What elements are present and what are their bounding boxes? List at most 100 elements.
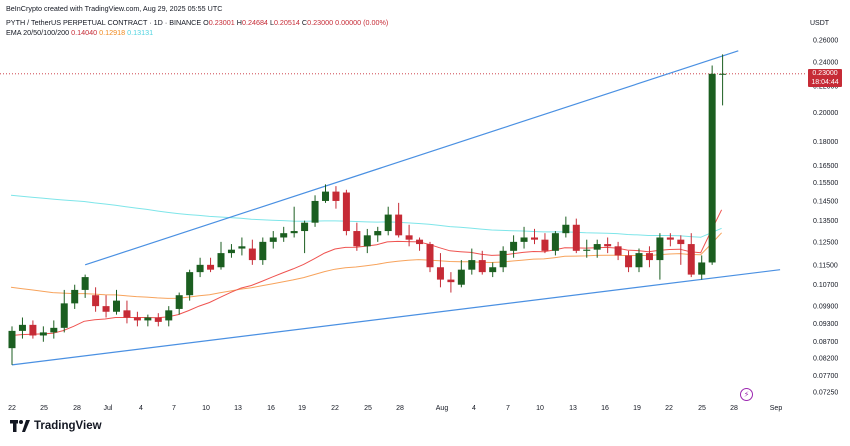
candle[interactable]: [562, 216, 570, 238]
price-tick-label: 0.20000: [813, 110, 838, 117]
time-tick-label: 10: [536, 405, 544, 412]
candle[interactable]: [698, 255, 706, 280]
candle[interactable]: [645, 246, 653, 268]
candlesticks[interactable]: [8, 54, 727, 365]
candle[interactable]: [510, 235, 518, 258]
time-tick-label: Sep: [770, 405, 783, 412]
ema-lines: [10, 194, 723, 336]
candle[interactable]: [301, 220, 309, 254]
candle[interactable]: [290, 206, 298, 238]
candle[interactable]: [593, 239, 601, 258]
candle[interactable]: [269, 231, 277, 249]
candle[interactable]: [604, 237, 612, 254]
candle[interactable]: [259, 237, 267, 265]
candle[interactable]: [656, 233, 664, 280]
candle[interactable]: [551, 231, 559, 256]
candle[interactable]: [677, 235, 685, 265]
candle[interactable]: [39, 326, 47, 342]
candle[interactable]: [666, 233, 674, 247]
candle[interactable]: [395, 202, 403, 238]
candle[interactable]: [635, 248, 643, 273]
candle-body: [290, 231, 298, 234]
candle[interactable]: [405, 224, 413, 247]
candle[interactable]: [227, 244, 235, 258]
candle[interactable]: [447, 272, 455, 293]
candle[interactable]: [144, 314, 152, 327]
ema-legend[interactable]: EMA 20/50/100/200 0.14040 0.12918 0.1313…: [6, 28, 153, 37]
candle-body: [248, 248, 256, 261]
candle-body: [499, 250, 507, 268]
candle[interactable]: [531, 228, 538, 245]
candle-body: [186, 272, 194, 296]
symbol-name[interactable]: PYTH / TetherUS PERPETUAL CONTRACT · 1D …: [6, 18, 202, 27]
trendline-upper[interactable]: [84, 50, 739, 266]
candle[interactable]: [8, 326, 16, 365]
lightning-icon[interactable]: ⚡: [740, 388, 753, 401]
candle[interactable]: [384, 206, 392, 236]
candle[interactable]: [92, 287, 100, 312]
candle[interactable]: [18, 317, 26, 339]
candle-body: [374, 231, 382, 236]
candle[interactable]: [520, 226, 528, 249]
candle[interactable]: [342, 189, 350, 236]
candle[interactable]: [186, 269, 194, 301]
open-value: 0.23001: [208, 18, 235, 27]
candle-body: [207, 264, 215, 270]
candle[interactable]: [489, 262, 497, 278]
trendline-lower[interactable]: [11, 269, 781, 366]
candle[interactable]: [113, 289, 120, 315]
candle[interactable]: [374, 226, 382, 242]
candle[interactable]: [572, 218, 580, 254]
candle[interactable]: [353, 222, 361, 251]
price-tick-label: 0.07250: [813, 390, 838, 397]
candle[interactable]: [468, 248, 476, 275]
candle[interactable]: [311, 195, 319, 227]
candle[interactable]: [363, 228, 371, 254]
brand-name: TradingView: [34, 420, 102, 432]
candle[interactable]: [133, 311, 141, 327]
candle[interactable]: [436, 253, 444, 288]
candle[interactable]: [280, 226, 288, 242]
candle[interactable]: [207, 257, 215, 273]
price-tick-label: 0.22000: [813, 84, 838, 91]
candle[interactable]: [687, 233, 695, 278]
candle[interactable]: [123, 300, 131, 324]
candle[interactable]: [541, 233, 549, 254]
candle[interactable]: [248, 239, 256, 265]
candle[interactable]: [50, 320, 58, 339]
candle[interactable]: [196, 257, 204, 278]
candle-body: [269, 237, 277, 242]
candle[interactable]: [332, 186, 340, 209]
candle[interactable]: [60, 289, 68, 333]
candle[interactable]: [102, 295, 110, 318]
candle[interactable]: [499, 246, 507, 273]
candle-body: [50, 327, 58, 333]
candle[interactable]: [165, 306, 173, 327]
candle[interactable]: [625, 250, 633, 273]
candle[interactable]: [175, 292, 183, 315]
candle[interactable]: [71, 284, 79, 309]
candle[interactable]: [81, 274, 89, 298]
candle[interactable]: [478, 250, 486, 275]
candle[interactable]: [29, 320, 37, 339]
ema20-line: [10, 209, 723, 336]
candle[interactable]: [614, 241, 622, 261]
candle[interactable]: [457, 260, 465, 288]
candle[interactable]: [217, 241, 225, 270]
trendlines[interactable]: [11, 50, 781, 366]
candle[interactable]: [708, 65, 716, 265]
candle[interactable]: [238, 237, 246, 256]
price-axis[interactable]: 0.26000 0.24000 0.22000 0.20000 0.18000 0.165…: [813, 38, 838, 397]
candle[interactable]: [719, 54, 727, 106]
time-axis[interactable]: 22 25 28 Jul 4 7 10 13 16 19 22 25 28 Aug 4 7 10 13 16 19 22…: [8, 405, 782, 412]
tradingview-logo[interactable]: TradingView: [10, 420, 102, 432]
candle[interactable]: [154, 313, 162, 327]
candle-body: [154, 317, 162, 322]
time-tick-label: 16: [267, 405, 275, 412]
candle[interactable]: [416, 237, 424, 251]
candle[interactable]: [322, 184, 329, 203]
candle[interactable]: [426, 241, 434, 273]
ema-label: EMA 20/50/100/200: [6, 28, 70, 37]
candle[interactable]: [583, 239, 591, 258]
